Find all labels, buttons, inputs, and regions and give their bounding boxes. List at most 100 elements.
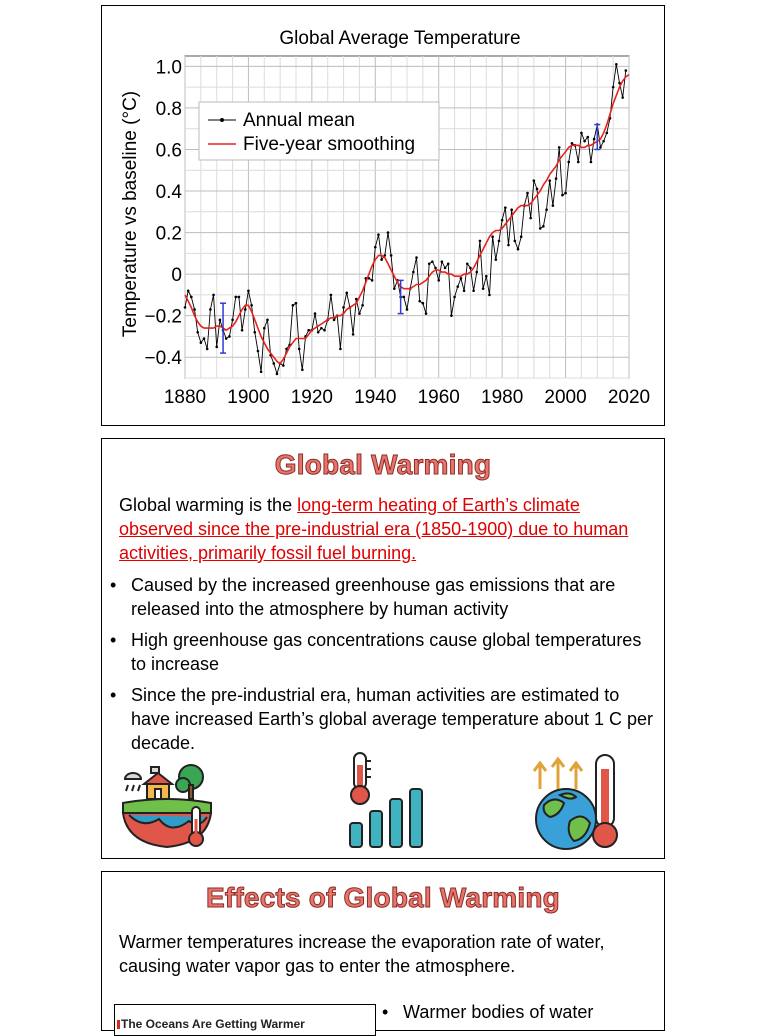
annual-mean-point [323, 328, 326, 332]
annual-mean-point [380, 258, 383, 261]
annual-mean-point [237, 295, 241, 299]
y-tick-label: 0.4 [156, 182, 183, 203]
annual-mean-point [440, 260, 444, 263]
y-tick-label: −0.2 [144, 307, 182, 328]
annual-mean-point [611, 85, 615, 89]
annual-mean-point [186, 289, 190, 293]
annual-mean-point [275, 372, 279, 376]
annual-mean-point [554, 177, 558, 180]
annual-mean-point [459, 276, 463, 280]
annual-mean-point [193, 308, 196, 311]
definition-highlight: long-term heating of Earth’s climate obs… [119, 495, 629, 563]
y-tick-label: 0.2 [156, 224, 182, 245]
annual-mean-point [240, 328, 244, 332]
annual-mean-point [345, 291, 349, 295]
annual-mean-point [377, 233, 380, 236]
annual-mean-point [224, 337, 228, 340]
five-year-smoothing-line [184, 74, 630, 365]
annual-mean-point [510, 208, 513, 212]
annual-mean-point [253, 330, 257, 334]
annual-mean-point [570, 141, 574, 145]
annual-mean-point [465, 262, 469, 266]
annual-mean-point [513, 239, 517, 243]
thermometer-bar-chart-icon [349, 752, 423, 848]
annual-mean-point [307, 328, 310, 332]
annual-mean-point [491, 235, 494, 239]
annual-mean-point [342, 306, 345, 309]
annual-mean-point [294, 301, 298, 305]
definition-paragraph: Global warming is the long-term heating … [119, 493, 644, 565]
y-tick-label: −0.4 [144, 348, 182, 369]
effects-slide: Effects of Global Warming Warmer tempera… [101, 871, 665, 1036]
annual-mean-point [624, 69, 628, 72]
tick-labels: 1880 1900 1920 1940 1960 1980 2000 2020 1.0 0.8 0.… [144, 57, 650, 408]
annual-mean-point [370, 279, 374, 282]
annual-mean-point [589, 160, 593, 164]
x-tick-label: 2020 [608, 387, 650, 408]
annual-mean-point [453, 295, 456, 299]
annual-mean-point [488, 293, 491, 297]
annual-mean-point [373, 245, 377, 249]
annual-mean-point [415, 256, 418, 259]
annual-mean-point [402, 295, 406, 299]
annual-mean-point [358, 312, 361, 315]
annual-mean-point [561, 193, 564, 197]
annual-mean-point [247, 289, 250, 293]
annual-mean-point [424, 312, 428, 315]
thumbnail-title: The Oceans Are Getting Warmer [121, 1017, 305, 1031]
chart-title: Global Average Temperature [279, 28, 520, 49]
list-item: Caused by the increased greenhouse gas e… [102, 573, 654, 621]
annual-mean-point [599, 146, 602, 149]
x-tick-label: 2000 [544, 387, 586, 408]
thumbnail-accent [117, 1020, 120, 1029]
annual-mean-point [332, 318, 336, 322]
annual-mean-point [202, 337, 206, 340]
annual-mean-point [462, 289, 466, 293]
annual-mean-point [497, 239, 501, 243]
annual-mean-point [538, 227, 542, 230]
annual-mean-point [313, 312, 317, 315]
globe-thermometer-icon [532, 754, 618, 850]
x-tick-label: 1980 [481, 387, 523, 408]
annual-mean-point [478, 239, 482, 243]
annual-mean-point [297, 347, 301, 351]
annual-mean-point [583, 139, 586, 143]
evaporation-paragraph: Warmer temperatures increase the evapora… [119, 932, 605, 976]
annual-mean-point [199, 341, 203, 344]
annual-mean-point [621, 96, 624, 99]
annual-mean-point [383, 254, 387, 257]
annual-mean-point [437, 279, 441, 282]
slide-title: Global Warming [274, 449, 492, 481]
annual-mean-point [516, 247, 520, 251]
annual-mean-point [190, 295, 193, 299]
chart-legend: Annual mean Five-year smoothing [198, 101, 440, 161]
bullet-list: Warmer bodies of water [374, 1000, 654, 1031]
annual-mean-point [228, 335, 231, 338]
annual-mean-point [243, 308, 247, 311]
y-tick-label: 0 [171, 265, 182, 286]
x-tick-label: 1900 [227, 387, 269, 408]
temperature-chart: Global Average Temperature Temperature v… [120, 28, 650, 408]
chart-slide: Global Average Temperature Temperature v… [101, 5, 665, 426]
annual-mean-point [262, 326, 266, 330]
annual-mean-point [615, 63, 618, 66]
annual-mean-point [605, 131, 609, 135]
annual-mean-point [393, 287, 396, 290]
annual-mean-point [542, 225, 545, 228]
annual-mean-point [484, 274, 488, 278]
annual-mean-point [529, 216, 532, 220]
annual-mean-point [618, 81, 621, 85]
annual-mean-point [532, 179, 536, 182]
annual-mean-point [412, 270, 415, 274]
annual-mean-point [481, 287, 485, 290]
x-tick-label: 1880 [164, 387, 206, 408]
annual-mean-point [557, 146, 561, 149]
annual-mean-point [205, 347, 209, 351]
annual-mean-point [389, 254, 393, 257]
annual-mean-point [526, 191, 529, 195]
annual-mean-point [450, 314, 453, 317]
annual-mean-point [301, 368, 304, 371]
annual-mean-point [576, 160, 580, 164]
annual-mean-point [212, 293, 215, 297]
annual-mean-point [427, 262, 431, 266]
